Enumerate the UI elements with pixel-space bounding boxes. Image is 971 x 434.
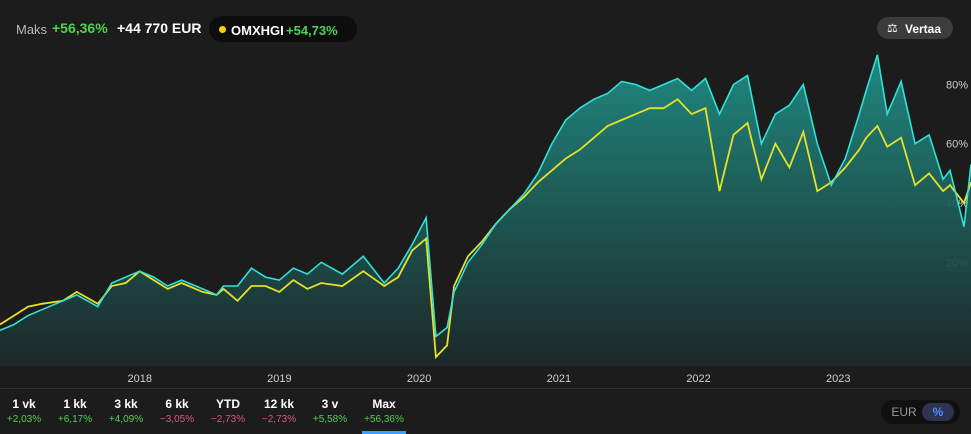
x-tick-label: 2019: [267, 373, 291, 385]
period-return: +4,09%: [108, 414, 144, 425]
benchmark-dot-icon: [219, 26, 226, 33]
chart-header: Maks +56,36% +44 770 EUR OMXHGI +54,73% …: [0, 12, 971, 42]
unit-toggle[interactable]: EUR %: [881, 400, 960, 424]
y-tick-label: 80%: [946, 79, 968, 91]
max-return-eur: +44 770 EUR: [117, 20, 202, 36]
period-label: YTD: [216, 397, 240, 411]
x-tick-label: 2018: [127, 373, 151, 385]
toggle-eur[interactable]: EUR: [891, 405, 917, 419]
period-return: +5,58%: [312, 414, 348, 425]
toggle-percent[interactable]: %: [922, 403, 954, 421]
period-label: Max: [372, 397, 396, 411]
fund-area: [0, 54, 971, 367]
period-1-kk[interactable]: 1 kk +6,17%: [50, 397, 100, 425]
x-tick-label: 2020: [407, 373, 431, 385]
x-tick-label: 2021: [547, 373, 571, 385]
compare-button[interactable]: ⚖ Vertaa: [877, 17, 953, 39]
period-label: 1 kk: [63, 397, 87, 411]
period-return: −3,05%: [159, 414, 195, 425]
period-label: 3 v: [321, 397, 339, 411]
benchmark-return: +54,73%: [286, 23, 338, 38]
period-label: 6 kk: [165, 397, 189, 411]
fund-series-line: [0, 54, 971, 338]
max-return-percent: +56,36%: [52, 20, 108, 36]
period-return: −2,73%: [261, 414, 297, 425]
period-return: +56,36%: [364, 414, 404, 425]
scale-icon: ⚖: [887, 21, 898, 35]
period-return: +6,17%: [57, 414, 93, 425]
benchmark-chip[interactable]: OMXHGI +54,73%: [209, 16, 357, 42]
period-3-kk[interactable]: 3 kk +4,09%: [101, 397, 151, 425]
period-return: −2,73%: [210, 414, 246, 425]
x-tick-label: 2023: [826, 373, 850, 385]
period-6-kk[interactable]: 6 kk −3,05%: [152, 397, 202, 425]
x-tick-label: 2022: [686, 373, 710, 385]
period-12-kk[interactable]: 12 kk −2,73%: [254, 397, 304, 425]
period-label: 12 kk: [263, 397, 295, 411]
y-tick-label: 60%: [946, 139, 968, 151]
max-label: Maks: [16, 22, 48, 37]
period-max[interactable]: Max +56,36%: [359, 397, 409, 425]
period-label: 1 vk: [12, 397, 36, 411]
period-3-v[interactable]: 3 v +5,58%: [305, 397, 355, 425]
compare-label: Vertaa: [905, 22, 942, 36]
period-selector: 1 vk +2,03% 1 kk +6,17% 3 kk +4,09% 6 kk −3,05%…: [0, 388, 971, 434]
period-return: +2,03%: [6, 414, 42, 425]
period-1-vk[interactable]: 1 vk +2,03%: [0, 397, 49, 425]
benchmark-name: OMXHGI: [231, 23, 284, 38]
period-label: 3 kk: [114, 397, 138, 411]
period-ytd[interactable]: YTD −2,73%: [203, 397, 253, 425]
